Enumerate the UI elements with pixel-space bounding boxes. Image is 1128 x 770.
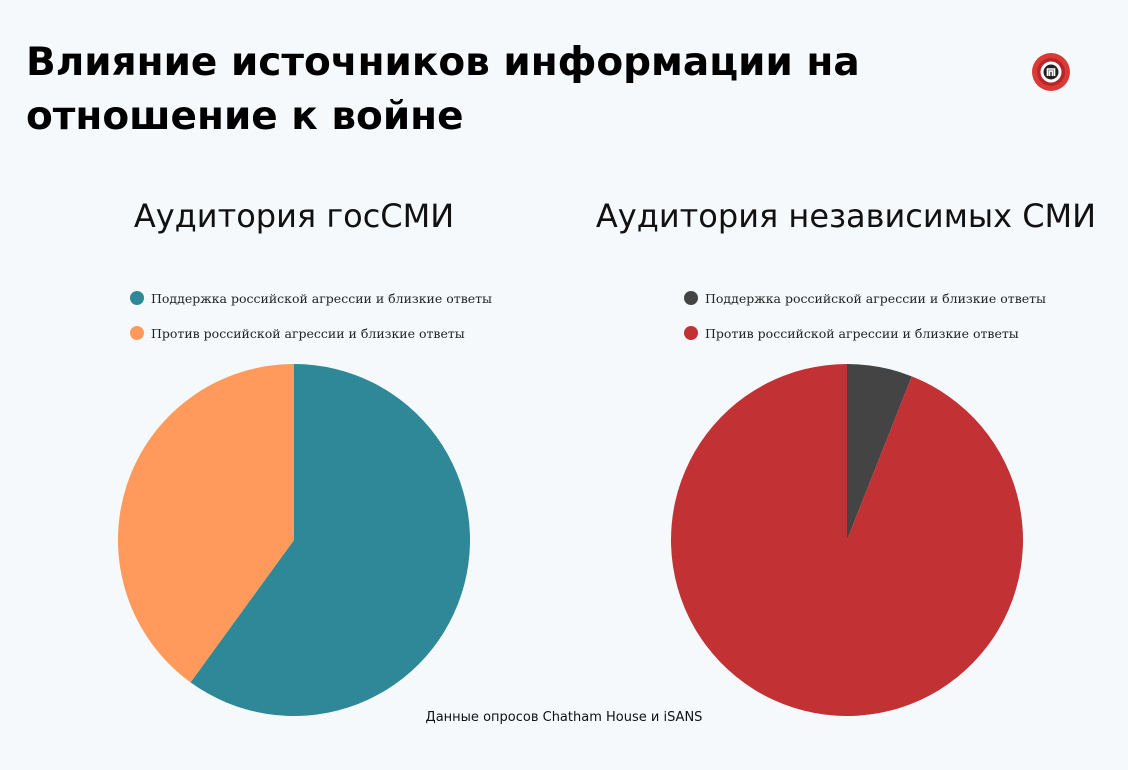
legend-label: Поддержка российской агрессии и близкие …	[151, 290, 493, 306]
pie-slice	[671, 364, 1023, 716]
pie-slice	[847, 364, 912, 540]
legend-label: Против российской агрессии и близкие отв…	[705, 325, 1019, 341]
opposition-logo-icon	[1032, 53, 1070, 91]
legend-swatch	[130, 326, 144, 340]
legend-item: Против российской агрессии и близкие отв…	[684, 323, 1019, 343]
pie-slice	[190, 364, 470, 716]
pie-chart	[671, 364, 1023, 716]
chart-independent-media: Аудитория независимых СМИ Поддержка росс…	[564, 190, 1128, 730]
pie-slice	[118, 364, 294, 683]
page-title: Влияние источников информации на отношен…	[26, 40, 860, 139]
source-note: Данные опросов Chatham House и iSANS	[425, 710, 703, 725]
pie-chart	[118, 364, 470, 716]
legend-swatch	[684, 291, 698, 305]
chart-state-media: Аудитория госСМИ Поддержка российской аг…	[12, 190, 576, 730]
legend-item: Поддержка российской агрессии и близкие …	[130, 288, 492, 308]
legend-item: Против российской агрессии и близкие отв…	[130, 323, 465, 343]
legend-label: Поддержка российской агрессии и близкие …	[705, 290, 1047, 306]
legend-item: Поддержка российской агрессии и близкие …	[684, 288, 1046, 308]
legend-swatch	[130, 291, 144, 305]
legend-swatch	[684, 326, 698, 340]
legend-label: Против российской агрессии и близкие отв…	[151, 325, 465, 341]
chart-title: Аудитория госСМИ	[133, 197, 455, 235]
chart-title: Аудитория независимых СМИ	[595, 197, 1097, 235]
